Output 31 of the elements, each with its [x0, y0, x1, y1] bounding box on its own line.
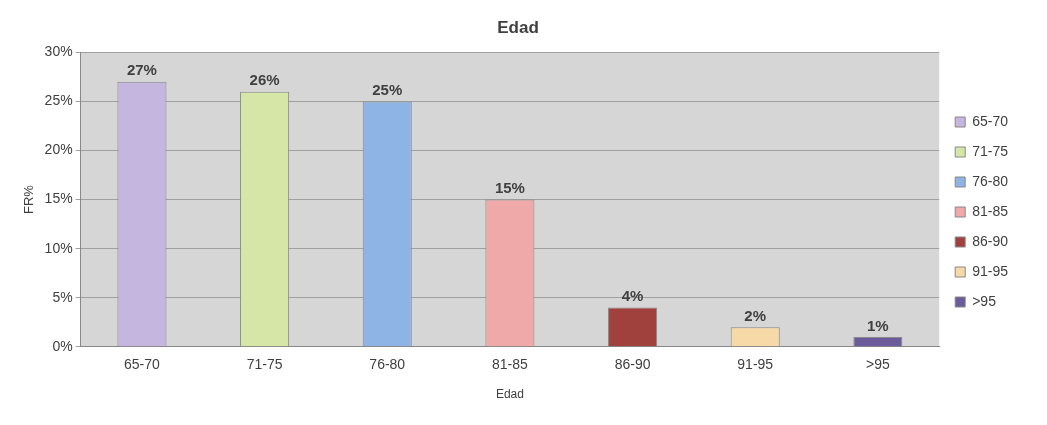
- legend-label: 91-95: [972, 262, 1009, 279]
- y-axis-title: FR%: [21, 184, 37, 215]
- y-tick-label: 25%: [44, 92, 73, 109]
- y-tick-label: 5%: [52, 288, 73, 305]
- x-tick-label: >95: [865, 356, 890, 373]
- x-tick-label: 81-85: [492, 356, 529, 373]
- legend-label: 86-90: [972, 232, 1009, 249]
- y-tick-label: 15%: [44, 190, 73, 207]
- data-label: 26%: [249, 71, 280, 89]
- data-label: 1%: [867, 316, 889, 334]
- x-tick-label: 65-70: [124, 356, 161, 373]
- data-label: 4%: [621, 287, 644, 305]
- data-label: 27%: [126, 61, 157, 79]
- y-tick-label: 0%: [52, 337, 73, 354]
- y-tick-label: 30%: [44, 43, 73, 60]
- chart-title: Edad: [497, 17, 539, 37]
- legend-label: 76-80: [972, 172, 1009, 189]
- legend-label: >95: [972, 292, 997, 309]
- data-label: 2%: [744, 306, 767, 324]
- data-label: 25%: [372, 81, 403, 99]
- y-tick-label: 20%: [44, 141, 73, 158]
- x-tick-label: 91-95: [737, 356, 774, 373]
- x-axis-title: Edad: [495, 387, 524, 402]
- x-tick-label: 76-80: [369, 356, 406, 373]
- x-tick-label: 86-90: [614, 356, 651, 373]
- data-label: 15%: [494, 179, 525, 197]
- x-tick-label: 71-75: [246, 356, 283, 373]
- legend-label: 71-75: [972, 142, 1009, 159]
- legend-label: 65-70: [972, 112, 1009, 129]
- legend-label: 81-85: [972, 202, 1009, 219]
- y-tick-label: 10%: [44, 239, 73, 256]
